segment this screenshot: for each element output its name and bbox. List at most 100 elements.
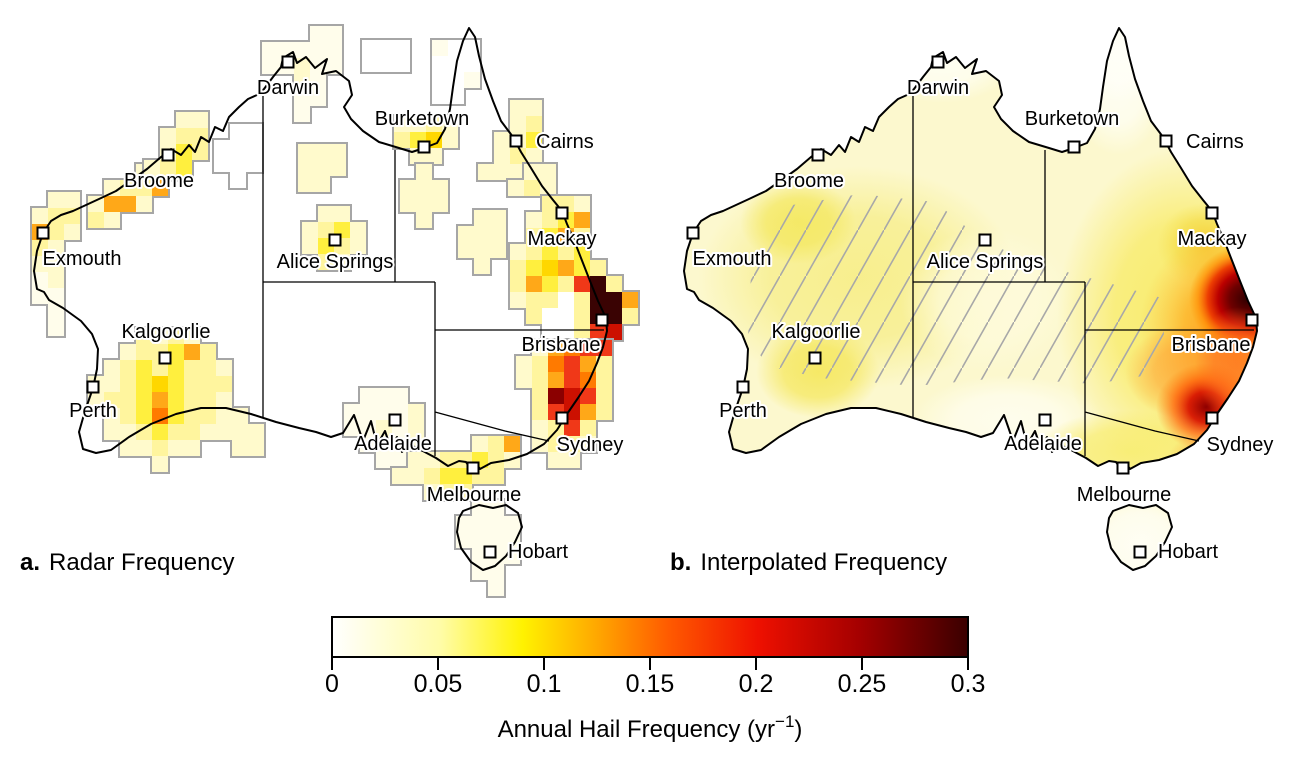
colorbar-title-superscript: −1	[775, 712, 794, 731]
radar-cell	[120, 360, 136, 376]
radar-cell	[136, 196, 152, 212]
radar-cell	[350, 222, 366, 238]
radar-cell	[214, 140, 230, 156]
radar-cell	[136, 360, 152, 376]
radar-cell	[580, 420, 596, 436]
radar-cell	[136, 180, 152, 196]
radar-cell	[394, 40, 410, 56]
radar-cell	[416, 180, 432, 196]
panel-a-letter: a.	[20, 549, 40, 576]
radar-cell	[64, 192, 80, 208]
radar-cell	[526, 132, 542, 148]
radar-cell	[330, 144, 346, 160]
radar-cell	[532, 420, 548, 436]
radar-cell	[416, 196, 432, 212]
city-marker-brisbane	[1245, 313, 1259, 327]
radar-cell	[362, 56, 378, 72]
city-label-hobart: Hobart	[1158, 541, 1218, 563]
radar-cell	[440, 484, 456, 500]
radar-cell	[490, 210, 506, 226]
radar-cell	[532, 404, 548, 420]
radar-cell	[136, 376, 152, 392]
radar-cell	[448, 72, 464, 88]
radar-cell	[472, 532, 488, 548]
radar-cell	[48, 224, 64, 240]
radar-cell	[392, 388, 408, 404]
city-label-darwin: Darwin	[907, 77, 969, 99]
city-marker-burketown	[417, 140, 431, 154]
radar-cell	[176, 128, 192, 144]
radar-cell	[596, 356, 612, 372]
radar-cell	[334, 206, 350, 222]
radar-cell	[248, 440, 264, 456]
radar-cell	[410, 116, 426, 132]
city-marker-exmouth	[686, 226, 700, 240]
radar-cell	[408, 436, 424, 452]
radar-cell	[532, 372, 548, 388]
city-marker-sydney	[1205, 411, 1219, 425]
radar-cell	[136, 424, 152, 440]
radar-cell	[542, 276, 558, 292]
radar-cell	[606, 276, 622, 292]
radar-cell	[564, 340, 580, 356]
interpolated-layer	[1070, 28, 1166, 155]
radar-cell	[48, 288, 64, 304]
radar-cell	[184, 392, 200, 408]
radar-patch-tasmania	[454, 498, 522, 598]
radar-cell	[510, 260, 526, 276]
city-label-brisbane: Brisbane	[522, 334, 601, 356]
radar-cell	[542, 228, 558, 244]
city-marker-broome	[811, 148, 825, 162]
radar-cell	[558, 324, 574, 340]
radar-cell	[376, 420, 392, 436]
radar-patch-port-hedland	[86, 162, 186, 230]
colorbar-gradient-bar	[331, 616, 969, 658]
radar-cell	[32, 208, 48, 224]
city-label-perth: Perth	[69, 400, 117, 422]
radar-cell	[200, 392, 216, 408]
radar-cell	[160, 160, 176, 176]
city-label-alice-springs: Alice Springs	[277, 251, 394, 273]
radar-cell	[200, 344, 216, 360]
colorbar: 0 0.05 0.1 0.15 0.2 0.25 0.3 Annual Hail Frequ…	[325, 616, 985, 743]
radar-cell	[88, 392, 104, 408]
radar-cell	[596, 372, 612, 388]
radar-cell	[464, 56, 480, 72]
radar-cell	[48, 240, 64, 256]
radar-cell	[184, 344, 200, 360]
radar-cell	[558, 260, 574, 276]
radar-cell	[458, 226, 474, 242]
city-marker-kalgoorlie	[808, 351, 822, 365]
radar-cell	[574, 212, 590, 228]
radar-cell	[152, 376, 168, 392]
radar-patch-cross-pale-2	[456, 208, 508, 276]
radar-cell	[230, 140, 246, 156]
city-label-broome: Broome	[774, 170, 844, 192]
radar-cell	[120, 408, 136, 424]
radar-cell	[504, 436, 520, 452]
radar-cell	[48, 320, 64, 336]
radar-patches	[30, 24, 640, 598]
radar-cell	[432, 88, 448, 104]
radar-cell	[392, 452, 408, 468]
radar-cell	[456, 484, 472, 500]
radar-cell	[558, 276, 574, 292]
city-marker-alice-springs	[978, 233, 992, 247]
radar-cell	[458, 242, 474, 258]
radar-cell	[232, 440, 248, 456]
city-marker-perth	[736, 380, 750, 394]
radar-cell	[472, 500, 488, 516]
radar-cell	[394, 56, 410, 72]
radar-cell	[152, 408, 168, 424]
radar-cell	[504, 532, 520, 548]
radar-cell	[442, 132, 458, 148]
radar-cell	[168, 408, 184, 424]
radar-cell	[184, 360, 200, 376]
radar-cell	[488, 532, 504, 548]
radar-cell	[318, 206, 334, 222]
radar-cell	[580, 404, 596, 420]
radar-cell	[136, 328, 152, 344]
radar-cell	[48, 256, 64, 272]
radar-cell	[360, 388, 376, 404]
radar-cell	[216, 376, 232, 392]
